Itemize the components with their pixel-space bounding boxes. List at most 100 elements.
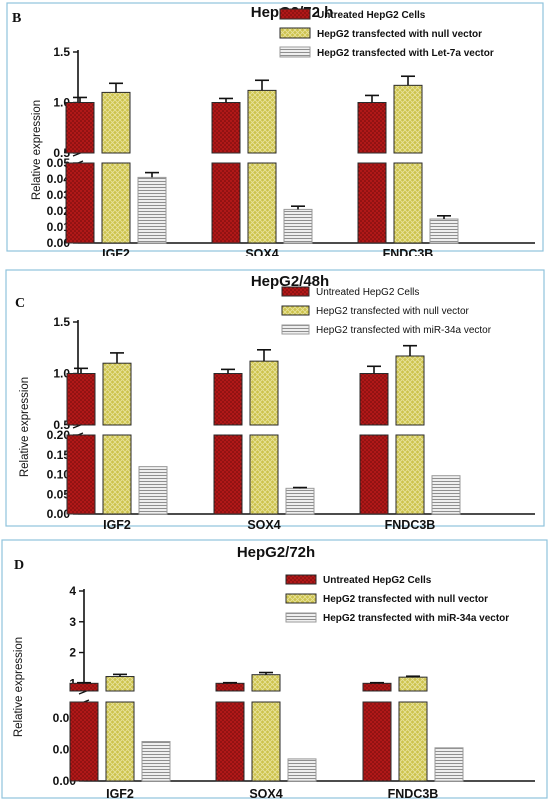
panel-c: C HepG2/48h Relative expression 0.5 1.0 1.5 0.… <box>0 267 550 529</box>
bar <box>137 176 167 244</box>
bar <box>65 102 95 154</box>
y-axis-label: Relative expression <box>31 100 43 200</box>
bar <box>66 373 96 426</box>
legend-swatch <box>279 27 311 39</box>
y-tick-label: 0.00 <box>47 507 71 521</box>
y-tick-label: 0.15 <box>47 448 71 462</box>
legend-label: HepG2 transfected with null vector <box>316 306 470 317</box>
y-tick-label: 0.05 <box>47 487 71 501</box>
panel-letter: C <box>15 296 25 311</box>
legend-label: Untreated HepG2 Cells <box>323 575 432 586</box>
chart-title: HepG2/48h <box>251 273 329 290</box>
bar <box>215 701 245 782</box>
bar <box>429 218 459 244</box>
bar <box>211 162 241 244</box>
legend-label: HepG2 transfected with Let-7a vector <box>317 48 494 59</box>
bar <box>141 741 171 782</box>
y-axis-label: Relative expression <box>13 637 25 737</box>
panel-frame <box>6 2 544 252</box>
legend-swatch <box>281 324 310 335</box>
y-tick-label: 0.10 <box>47 468 71 482</box>
y-tick-label: 1.5 <box>53 315 70 329</box>
bar <box>65 162 95 244</box>
bar <box>395 434 425 515</box>
panel-frame <box>5 269 545 527</box>
bar <box>215 682 245 692</box>
bar <box>102 362 132 426</box>
bar <box>251 674 281 692</box>
legend-label: HepG2 transfected with null vector <box>317 29 482 40</box>
bar <box>395 355 425 426</box>
legend-swatch <box>285 574 317 585</box>
bar <box>69 682 99 692</box>
bar <box>287 758 317 782</box>
bar <box>101 91 131 154</box>
y-tick-label: 4 <box>69 584 76 598</box>
y-tick-label: 0.20 <box>47 428 71 442</box>
x-tick-label: SOX4 <box>249 787 282 801</box>
y-tick-label: 0.00 <box>47 236 71 250</box>
y-tick-label: 0.01 <box>47 220 71 234</box>
bar <box>69 701 99 782</box>
legend-swatch <box>281 305 310 316</box>
bar <box>249 360 279 426</box>
x-tick-label: FNDC3B <box>383 247 434 256</box>
bar <box>431 475 461 515</box>
bar <box>213 373 243 426</box>
x-tick-label: IGF2 <box>106 787 134 801</box>
bar <box>362 701 392 782</box>
bar <box>359 434 389 515</box>
bar <box>213 434 243 515</box>
y-tick-label: 3 <box>69 615 76 629</box>
bar <box>393 162 423 244</box>
chart-title: HepG2/72h <box>237 544 315 561</box>
y-tick-label: 1.5 <box>53 45 70 59</box>
y-tick-label: 0.02 <box>47 204 71 218</box>
legend-label: Untreated HepG2 Cells <box>317 10 426 21</box>
y-axis-label: Relative expression <box>19 377 31 477</box>
bar <box>247 162 277 244</box>
bar <box>359 373 389 426</box>
bar <box>251 701 281 782</box>
legend-label: HepG2 transfected with null vector <box>323 594 488 605</box>
bar <box>249 434 279 515</box>
legend-swatch <box>279 46 311 58</box>
panel-letter: D <box>14 558 24 573</box>
bar <box>393 84 423 154</box>
bar <box>211 102 241 154</box>
bar <box>105 676 135 692</box>
legend-swatch <box>279 8 311 20</box>
bar <box>101 162 131 244</box>
bar <box>434 747 464 782</box>
y-tick-label: 1.0 <box>53 367 70 381</box>
legend-label: Untreated HepG2 Cells <box>316 287 419 298</box>
bar <box>105 701 135 782</box>
legend-swatch <box>281 286 310 297</box>
y-tick-label: 0.05 <box>47 156 71 170</box>
x-tick-label: FNDC3B <box>388 787 439 801</box>
bar <box>398 701 428 782</box>
legend-swatch <box>285 593 317 604</box>
x-tick-label: IGF2 <box>102 247 130 256</box>
y-tick-label: 0.03 <box>47 188 71 202</box>
x-tick-label: FNDC3B <box>385 518 436 529</box>
x-tick-label: SOX4 <box>245 247 278 256</box>
y-tick-label: 0.04 <box>47 172 71 186</box>
bar <box>285 487 315 515</box>
panel-letter: B <box>12 11 21 26</box>
y-tick-label: 0.5 <box>53 418 70 432</box>
bar <box>357 162 387 244</box>
panel-frame <box>1 539 548 799</box>
legend-label: HepG2 transfected with miR-34a vector <box>316 325 492 336</box>
bar <box>283 208 313 244</box>
bar <box>66 434 96 515</box>
bar <box>362 682 392 692</box>
legend-swatch <box>285 612 317 623</box>
x-tick-label: SOX4 <box>247 518 280 529</box>
bar <box>138 466 168 515</box>
chart-svg: C HepG2/48h Relative expression 0.5 1.0 1.5 0.… <box>5 269 545 529</box>
